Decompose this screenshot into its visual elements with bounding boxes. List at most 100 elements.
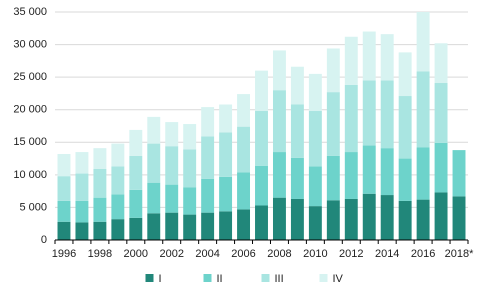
bar-segment bbox=[201, 178, 215, 213]
bar-segment bbox=[129, 217, 143, 240]
bar-segment bbox=[326, 155, 340, 201]
bar-segment bbox=[380, 80, 394, 149]
bar-segment bbox=[255, 70, 268, 112]
bar-segment bbox=[416, 71, 430, 148]
bar-segment bbox=[308, 206, 322, 240]
bar-segment bbox=[272, 152, 286, 198]
bar-segment bbox=[344, 152, 358, 199]
bar-segment bbox=[237, 126, 251, 173]
bar-segment bbox=[255, 205, 268, 240]
x-tick-label: 2002 bbox=[159, 248, 183, 260]
bar-segment bbox=[165, 184, 179, 213]
bar-segment bbox=[237, 94, 251, 127]
bar-segment bbox=[93, 197, 107, 222]
y-tick-label: 5 000 bbox=[19, 201, 47, 213]
bar-segment bbox=[183, 124, 197, 150]
bar-segment bbox=[75, 173, 89, 201]
x-tick-label: 1998 bbox=[88, 248, 112, 260]
bar-segment bbox=[272, 197, 286, 240]
bar-segment bbox=[111, 219, 125, 240]
bar-segment bbox=[183, 214, 197, 240]
y-tick-label: 20 000 bbox=[13, 104, 47, 116]
x-tick-label: 2016 bbox=[411, 248, 435, 260]
bar-segment bbox=[75, 200, 89, 223]
bar-segment bbox=[362, 145, 376, 194]
x-tick-label: 2004 bbox=[195, 248, 219, 260]
bar-segment bbox=[416, 199, 430, 240]
bar-segment bbox=[255, 111, 268, 166]
x-tick-label: 2000 bbox=[124, 248, 148, 260]
legend-label: IV bbox=[333, 273, 344, 285]
bar-segment bbox=[434, 142, 448, 193]
bar-segment bbox=[147, 143, 161, 183]
bar-segment bbox=[75, 222, 89, 240]
bar-segment bbox=[362, 31, 376, 81]
bar-segment bbox=[111, 166, 125, 195]
bar-segment bbox=[93, 168, 107, 198]
bar-segment bbox=[201, 212, 215, 240]
x-tick-label: 2010 bbox=[303, 248, 327, 260]
bar-segment bbox=[362, 80, 376, 146]
bar-segment bbox=[344, 36, 358, 85]
x-tick-label: 2012 bbox=[339, 248, 363, 260]
bar-segment bbox=[111, 143, 125, 167]
bar-segment bbox=[255, 165, 268, 206]
bar-segment bbox=[147, 182, 161, 214]
bar-segment bbox=[129, 155, 143, 190]
bar-segment bbox=[147, 116, 161, 144]
legend-swatch bbox=[145, 274, 154, 282]
bar-segment bbox=[201, 136, 215, 179]
bar-segment bbox=[219, 132, 233, 177]
bar-segment bbox=[237, 172, 251, 210]
bar-segment bbox=[183, 149, 197, 188]
bar-segment bbox=[326, 200, 340, 240]
legend-swatch bbox=[261, 274, 270, 282]
bar-segment bbox=[272, 50, 286, 91]
bar-segment bbox=[165, 212, 179, 240]
bar-segment bbox=[57, 176, 71, 201]
bar-segment bbox=[452, 150, 466, 197]
legend-swatch bbox=[203, 274, 212, 282]
bar-segment bbox=[290, 157, 304, 199]
y-tick-label: 15 000 bbox=[13, 136, 47, 148]
bar-segment bbox=[129, 129, 143, 156]
bar-segment bbox=[57, 154, 71, 177]
bar-segment bbox=[93, 148, 107, 169]
bar-segment bbox=[434, 83, 448, 143]
bar-segment bbox=[147, 213, 161, 240]
y-tick-label: 30 000 bbox=[13, 38, 47, 50]
bar-segment bbox=[416, 147, 430, 200]
bar-segment bbox=[219, 211, 233, 240]
bar-segment bbox=[398, 52, 412, 97]
bar-segment bbox=[308, 73, 322, 112]
bar-segment bbox=[165, 146, 179, 185]
bar-segment bbox=[380, 148, 394, 196]
bar-segment bbox=[219, 104, 233, 133]
bar-segment bbox=[344, 198, 358, 240]
x-tick-label: 2006 bbox=[231, 248, 255, 260]
bar-segment bbox=[434, 43, 448, 84]
y-tick-label: 25 000 bbox=[13, 71, 47, 83]
bar-segment bbox=[380, 195, 394, 240]
bar-segment bbox=[272, 90, 286, 153]
bar-segment bbox=[201, 107, 215, 137]
bar-segment bbox=[308, 166, 322, 207]
bar-segment bbox=[434, 192, 448, 240]
bar-segment bbox=[416, 12, 430, 72]
bar-segment bbox=[57, 221, 71, 240]
bar-segment bbox=[75, 152, 89, 174]
x-tick-label: 2018* bbox=[445, 248, 474, 260]
bar-segment bbox=[93, 221, 107, 240]
y-tick-label: 10 000 bbox=[13, 169, 47, 181]
bar-segment bbox=[57, 200, 71, 222]
bar-segment bbox=[398, 158, 412, 201]
bar-segment bbox=[308, 111, 322, 167]
bar-segment bbox=[111, 194, 125, 220]
bar-segment bbox=[237, 209, 251, 240]
bar-segment bbox=[380, 34, 394, 81]
bar-segment bbox=[165, 122, 179, 147]
x-tick-label: 2014 bbox=[375, 248, 399, 260]
bar-segment bbox=[326, 92, 340, 156]
bar-segment bbox=[183, 187, 197, 215]
